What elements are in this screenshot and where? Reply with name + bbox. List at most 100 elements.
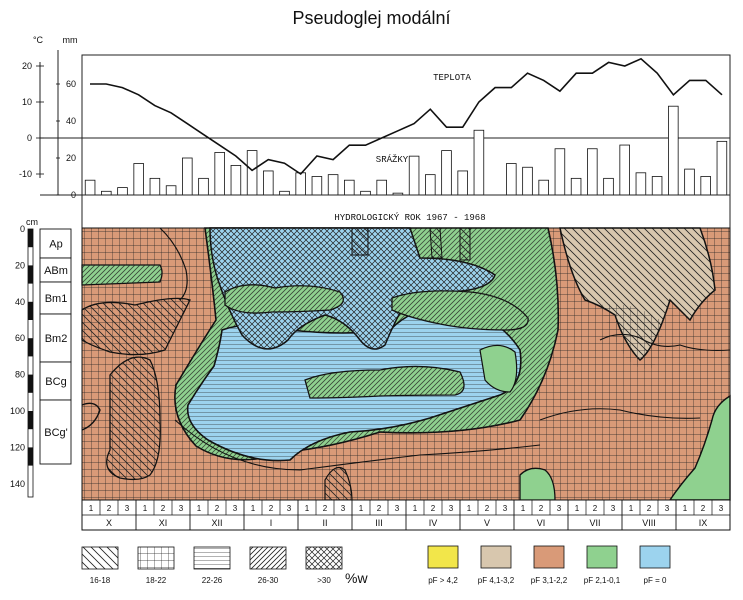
legend: 16-18 18-22 22-26 26-30 >30 %w pF > 4,2 p… <box>81 545 671 586</box>
precipitation-bar <box>117 187 128 196</box>
decade-label: 1 <box>251 504 256 513</box>
decade-label: 3 <box>665 504 670 513</box>
precipitation-ticks: 60 40 20 0 <box>56 79 76 200</box>
decade-label: 1 <box>197 504 202 513</box>
decade-label: 3 <box>395 504 400 513</box>
pattern-label: 26-30 <box>258 576 279 585</box>
decade-label: 1 <box>143 504 148 513</box>
decade-label: 3 <box>125 504 130 513</box>
soil-moisture-chart <box>81 227 731 501</box>
horizon-label: Bm1 <box>45 293 68 305</box>
precipitation-unit: mm <box>63 35 78 45</box>
precipitation-bar <box>425 174 436 196</box>
decade-label: 3 <box>341 504 346 513</box>
precipitation-bar <box>101 190 112 196</box>
pf-color-label: pF > 4,2 <box>428 576 458 585</box>
precipitation-bar <box>246 150 258 196</box>
decade-label: 2 <box>323 504 328 513</box>
precipitation-bar <box>441 150 452 196</box>
temperature-tick-label: 10 <box>22 97 32 107</box>
decade-label: 2 <box>539 504 544 513</box>
precipitation-bar <box>684 168 695 196</box>
climate-panel: °C mm 20 10 0 -10 60 40 20 0 TEPLOTA SRÁŽKY <box>19 35 731 200</box>
decade-label: 1 <box>575 504 580 513</box>
month-label: VI <box>537 518 546 528</box>
pf-color-label: pF 3,1-2,2 <box>531 576 568 585</box>
month-label: IV <box>429 518 438 528</box>
decade-label: 2 <box>593 504 598 513</box>
precipitation-bar <box>619 144 630 196</box>
month-label: V <box>484 518 490 528</box>
decade-label: 2 <box>269 504 274 513</box>
pf-color-label: pF 4,1-3,2 <box>478 576 515 585</box>
pattern-swatch-16-18 <box>81 546 119 570</box>
precipitation-bar <box>327 174 339 196</box>
depth-ticks: 0 20 40 60 80 100 120 140 <box>10 224 25 489</box>
precipitation-bar <box>570 177 582 196</box>
depth-tick-label: 40 <box>15 297 25 307</box>
precipitation-bar <box>230 164 242 196</box>
precipitation-bar <box>198 177 209 196</box>
hydrological-year-label: HYDROLOGICKÝ ROK 1967 - 1968 <box>334 212 485 223</box>
decade-label: 3 <box>179 504 184 513</box>
precipitation-bar <box>376 179 387 196</box>
depth-tick-label: 120 <box>10 442 25 452</box>
decade-label: 2 <box>485 504 490 513</box>
decade-label: 3 <box>557 504 562 513</box>
temperature-tick-label: 0 <box>27 133 32 143</box>
pattern-swatch-over-30 <box>305 546 343 570</box>
precipitation-bar <box>554 148 566 196</box>
time-axis: 1 2 3 X 1 2 3 XI 1 2 3 XII 1 2 3 I 1 2 3 II 1 2 3 III 1 2 3 IV 1 2 3 V 1… <box>81 499 731 531</box>
decade-label: 2 <box>377 504 382 513</box>
precipitation-bar <box>538 179 549 196</box>
temperature-unit: °C <box>33 35 44 45</box>
precipitation-bar <box>84 179 96 196</box>
horizon-label: Ap <box>49 239 62 251</box>
decade-label: 2 <box>215 504 220 513</box>
horizon-label: BCg <box>45 376 66 388</box>
depth-tick-label: 0 <box>20 224 25 234</box>
precipitation-tick-label: 40 <box>66 116 76 126</box>
decade-label: 3 <box>503 504 508 513</box>
precipitation-bar <box>506 163 517 196</box>
pattern-swatch-22-26 <box>193 546 231 570</box>
precipitation-tick-label: 0 <box>71 190 76 200</box>
decade-label: 1 <box>629 504 634 513</box>
precipitation-bar <box>279 190 290 196</box>
decade-label: 1 <box>521 504 526 513</box>
precipitation-bar <box>311 176 323 196</box>
month-label: VII <box>589 518 600 528</box>
horizons-column: Ap ABm Bm1 Bm2 BCg BCg' <box>39 228 72 465</box>
precipitation-bar <box>457 170 468 196</box>
month-label: IX <box>699 518 708 528</box>
month-label: X <box>106 518 112 528</box>
decade-label: 1 <box>359 504 364 513</box>
precipitation-bar <box>587 148 598 196</box>
pf-color-swatch <box>639 545 671 569</box>
horizon-label: ABm <box>44 265 68 277</box>
decade-label: 3 <box>233 504 238 513</box>
precipitation-bar <box>149 177 161 196</box>
precipitation-bar <box>263 170 274 196</box>
precipitation-bar <box>522 166 533 196</box>
precipitation-bar <box>668 105 679 196</box>
decade-label: 1 <box>413 504 418 513</box>
pattern-label: >30 <box>317 576 331 585</box>
decade-label: 2 <box>161 504 166 513</box>
precipitation-bar <box>408 155 420 196</box>
temperature-label: TEPLOTA <box>433 73 471 83</box>
temperature-line <box>90 57 723 176</box>
decade-label: 1 <box>89 504 94 513</box>
pf-color-swatch <box>480 545 512 569</box>
precipitation-bar <box>700 176 711 196</box>
decade-label: 2 <box>647 504 652 513</box>
depth-axis: cm 0 20 40 60 80 100 120 140 <box>10 217 38 498</box>
month-label: III <box>375 518 383 528</box>
precipitation-bar <box>603 177 614 196</box>
pattern-swatch-18-22 <box>137 546 175 570</box>
temperature-tick-label: -10 <box>19 169 32 179</box>
pf-color-label: pF = 0 <box>644 576 667 585</box>
month-label: VIII <box>642 518 656 528</box>
pattern-label: 18-22 <box>146 576 167 585</box>
pattern-label: 22-26 <box>202 576 223 585</box>
